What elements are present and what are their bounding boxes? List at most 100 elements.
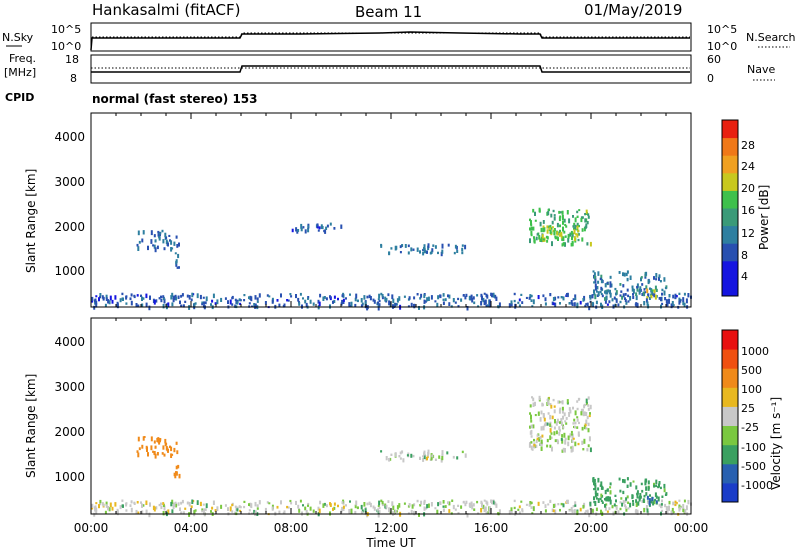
heatmap-cell [587, 407, 590, 411]
heatmap-cell [544, 504, 547, 509]
heatmap-cell [562, 236, 565, 242]
heatmap-cell [442, 500, 445, 504]
heatmap-cell [271, 299, 274, 304]
heatmap-cell [651, 289, 654, 292]
heatmap-cell [536, 434, 539, 437]
heatmap-cell [163, 247, 166, 251]
heatmap-cell [171, 499, 174, 504]
heatmap-cell [125, 296, 128, 300]
heatmap-cell [626, 277, 629, 282]
heatmap-cell [661, 509, 664, 513]
heatmap-cell [576, 416, 579, 419]
heatmap-cell [553, 426, 556, 430]
heatmap-cell [93, 305, 96, 310]
colorbar-swatch [722, 387, 738, 407]
heatmap-cell [323, 229, 326, 233]
heatmap-cell [295, 294, 297, 299]
heatmap-cell [537, 411, 540, 416]
heatmap-cell [317, 299, 320, 304]
heatmap-cell [539, 417, 542, 422]
noise-right-tick-top: 10^5 [707, 23, 737, 36]
heatmap-cell [212, 293, 215, 299]
heatmap-cell [586, 302, 589, 307]
heatmap-cell [539, 435, 542, 439]
heatmap-cell [434, 458, 437, 461]
heatmap-cell [476, 294, 479, 297]
heatmap-cell [372, 298, 375, 302]
heatmap-cell [600, 274, 603, 280]
heatmap-cell [653, 293, 656, 298]
heatmap-cell [584, 304, 587, 308]
heatmap-cell [162, 511, 165, 516]
heatmap-cell [682, 508, 685, 513]
heatmap-cell [154, 247, 157, 253]
heatmap-cell [549, 414, 552, 420]
heatmap-cell [394, 452, 397, 457]
heatmap-cell [432, 244, 435, 247]
heatmap-cell [564, 235, 567, 238]
heatmap-cell [360, 504, 363, 510]
heatmap-cell [248, 509, 251, 512]
heatmap-cell [554, 302, 557, 307]
heatmap-cell [481, 502, 483, 508]
heatmap-cell [264, 507, 267, 512]
heatmap-cell [423, 501, 426, 505]
heatmap-cell [323, 296, 326, 299]
heatmap-cell [638, 288, 641, 292]
heatmap-cell [178, 242, 180, 247]
heatmap-cell [600, 286, 603, 291]
heatmap-cell [606, 488, 609, 492]
heatmap-cell [191, 292, 194, 298]
heatmap-cell [174, 252, 177, 255]
heatmap-cell [204, 301, 207, 305]
heatmap-cell [243, 500, 246, 503]
heatmap-cell [141, 444, 144, 449]
heatmap-cell [170, 446, 173, 452]
heatmap-cell [665, 506, 668, 511]
heatmap-cell [95, 295, 98, 298]
heatmap-cell [532, 506, 535, 512]
heatmap-cell [663, 488, 666, 493]
heatmap-cell [162, 503, 165, 507]
heatmap-cell [211, 506, 214, 510]
heatmap-cell [648, 297, 651, 300]
date-title: 01/May/2019 [584, 1, 682, 19]
heatmap-cell [464, 244, 467, 250]
heatmap-cell [577, 229, 580, 233]
heatmap-cell [672, 304, 675, 307]
heatmap-cell [648, 498, 651, 501]
heatmap-cell [655, 479, 658, 485]
heatmap-cell [286, 505, 289, 509]
heatmap-cell [623, 479, 626, 484]
heatmap-cell [554, 296, 557, 301]
heatmap-cell [439, 501, 442, 505]
heatmap-cell [477, 512, 480, 515]
heatmap-cell [180, 305, 183, 308]
heatmap-cell [626, 495, 629, 499]
heatmap-cell [571, 447, 574, 452]
heatmap-cell [534, 401, 536, 407]
heatmap-cell [377, 305, 380, 311]
heatmap-cell [660, 504, 662, 509]
heatmap-cell [157, 234, 160, 237]
heatmap-cell [471, 298, 474, 303]
heatmap-cell [224, 504, 227, 507]
heatmap-cell [340, 509, 343, 513]
colorbar-swatch [722, 120, 738, 139]
heatmap-cell [636, 494, 639, 499]
heatmap-cell [557, 237, 559, 241]
heatmap-cell [585, 209, 588, 215]
heatmap-cell [576, 303, 579, 309]
heatmap-cell [234, 298, 237, 301]
heatmap-cell [114, 295, 117, 300]
colorbar-swatch [722, 208, 738, 227]
heatmap-cell [175, 441, 178, 445]
heatmap-cell [152, 450, 155, 453]
heatmap-cell [394, 302, 397, 306]
heatmap-cell [640, 277, 642, 282]
heatmap-cell [464, 296, 467, 300]
heatmap-cell [624, 293, 627, 296]
nave-right-tick-top: 60 [707, 53, 721, 66]
heatmap-cell [461, 450, 464, 454]
heatmap-cell [287, 299, 290, 302]
